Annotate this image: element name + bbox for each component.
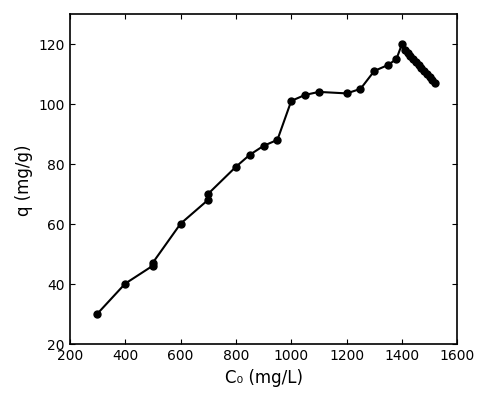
Y-axis label: q (mg/g): q (mg/g) bbox=[15, 144, 33, 215]
X-axis label: C₀ (mg/L): C₀ (mg/L) bbox=[224, 368, 303, 386]
